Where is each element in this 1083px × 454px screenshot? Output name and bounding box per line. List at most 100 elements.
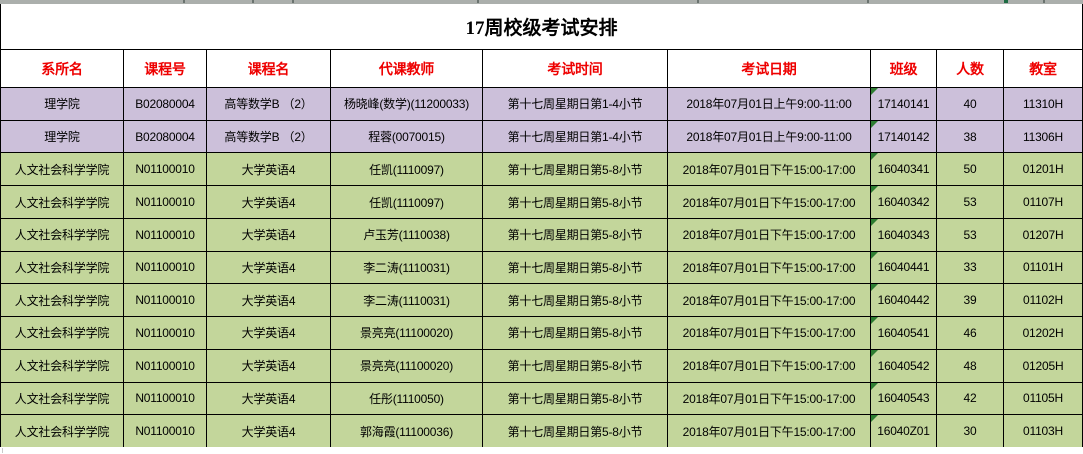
cell-teacher[interactable]: 卢玉芳(1110038) bbox=[331, 218, 483, 251]
cell-course_no[interactable]: N01100010 bbox=[124, 382, 207, 415]
cell-count[interactable]: 42 bbox=[937, 382, 1004, 415]
cell-room[interactable]: 01101H bbox=[1004, 251, 1082, 284]
column-header-teacher[interactable]: 代课教师 bbox=[331, 50, 483, 87]
cell-room[interactable]: 01201H bbox=[1004, 153, 1082, 186]
cell-exam_time[interactable]: 第十七周星期日第1-4小节 bbox=[483, 88, 668, 120]
cell-exam_date[interactable]: 2018年07月01日下午15:00-17:00 bbox=[668, 317, 871, 349]
column-header-course_name[interactable]: 课程名 bbox=[207, 50, 331, 87]
cell-exam_date[interactable]: 2018年07月01日下午15:00-17:00 bbox=[668, 218, 871, 251]
cell-exam_date[interactable]: 2018年07月01日下午15:00-17:00 bbox=[668, 349, 871, 382]
cell-class_id[interactable]: 16040341 bbox=[871, 153, 937, 186]
column-header-dept[interactable]: 系所名 bbox=[1, 50, 124, 87]
cell-dept[interactable]: 人文社会科学学院 bbox=[1, 415, 124, 447]
cell-course_name[interactable]: 大学英语4 bbox=[207, 218, 331, 251]
cell-dept[interactable]: 人文社会科学学院 bbox=[1, 218, 124, 251]
column-header-class_id[interactable]: 班级 bbox=[871, 50, 937, 87]
cell-count[interactable]: 40 bbox=[937, 88, 1004, 120]
cell-count[interactable]: 30 bbox=[937, 415, 1004, 447]
cell-class_id[interactable]: 16040542 bbox=[871, 349, 937, 382]
cell-count[interactable]: 50 bbox=[937, 153, 1004, 186]
cell-exam_time[interactable]: 第十七周星期日第5-8小节 bbox=[483, 284, 668, 317]
column-header-count[interactable]: 人数 bbox=[937, 50, 1004, 87]
cell-room[interactable]: 11306H bbox=[1004, 120, 1082, 153]
cell-course_no[interactable]: N01100010 bbox=[124, 153, 207, 186]
cell-teacher[interactable]: 任凯(1110097) bbox=[331, 186, 483, 218]
cell-course_no[interactable]: N01100010 bbox=[124, 415, 207, 447]
cell-exam_date[interactable]: 2018年07月01日上午9:00-11:00 bbox=[668, 88, 871, 120]
cell-exam_date[interactable]: 2018年07月01日下午15:00-17:00 bbox=[668, 415, 871, 447]
cell-exam_time[interactable]: 第十七周星期日第5-8小节 bbox=[483, 153, 668, 186]
column-header-course_no[interactable]: 课程号 bbox=[124, 50, 207, 87]
cell-exam_time[interactable]: 第十七周星期日第5-8小节 bbox=[483, 251, 668, 284]
cell-count[interactable]: 53 bbox=[937, 218, 1004, 251]
cell-course_name[interactable]: 大学英语4 bbox=[207, 251, 331, 284]
cell-exam_date[interactable]: 2018年07月01日下午15:00-17:00 bbox=[668, 186, 871, 218]
column-header-exam_time[interactable]: 考试时间 bbox=[483, 50, 668, 87]
cell-class_id[interactable]: 16040Z01 bbox=[871, 415, 937, 447]
cell-course_no[interactable]: N01100010 bbox=[124, 317, 207, 349]
cell-dept[interactable]: 理学院 bbox=[1, 88, 124, 120]
cell-room[interactable]: 01207H bbox=[1004, 218, 1082, 251]
cell-class_id[interactable]: 16040543 bbox=[871, 382, 937, 415]
cell-teacher[interactable]: 程蓉(0070015) bbox=[331, 120, 483, 153]
cell-count[interactable]: 39 bbox=[937, 284, 1004, 317]
cell-teacher[interactable]: 景亮亮(11100020) bbox=[331, 349, 483, 382]
cell-exam_date[interactable]: 2018年07月01日下午15:00-17:00 bbox=[668, 251, 871, 284]
table-title-cell[interactable]: 17周校级考试安排 bbox=[1, 4, 1082, 49]
cell-teacher[interactable]: 任凯(1110097) bbox=[331, 153, 483, 186]
cell-course_no[interactable]: N01100010 bbox=[124, 186, 207, 218]
cell-class_id[interactable]: 17140141 bbox=[871, 88, 937, 120]
cell-class_id[interactable]: 16040343 bbox=[871, 218, 937, 251]
cell-count[interactable]: 48 bbox=[937, 349, 1004, 382]
column-header-room[interactable]: 教室 bbox=[1029, 60, 1057, 77]
cell-exam_time[interactable]: 第十七周星期日第5-8小节 bbox=[483, 415, 668, 447]
cell-class_id[interactable]: 17140142 bbox=[871, 120, 937, 153]
cell-exam_time[interactable]: 第十七周星期日第5-8小节 bbox=[483, 382, 668, 415]
cell-course_name[interactable]: 大学英语4 bbox=[207, 153, 331, 186]
cell-course_name[interactable]: 大学英语4 bbox=[207, 382, 331, 415]
cell-dept[interactable]: 人文社会科学学院 bbox=[1, 153, 124, 186]
cell-exam_date[interactable]: 2018年07月01日下午15:00-17:00 bbox=[668, 284, 871, 317]
cell-course_name[interactable]: 大学英语4 bbox=[207, 317, 331, 349]
cell-dept[interactable]: 人文社会科学学院 bbox=[1, 251, 124, 284]
cell-count[interactable]: 46 bbox=[937, 317, 1004, 349]
cell-dept[interactable]: 人文社会科学学院 bbox=[1, 317, 124, 349]
cell-teacher[interactable]: 郭海霞(11100036) bbox=[331, 415, 483, 447]
cell-dept[interactable]: 人文社会科学学院 bbox=[1, 284, 124, 317]
cell-exam_time[interactable]: 第十七周星期日第5-8小节 bbox=[483, 349, 668, 382]
cell-class_id[interactable]: 16040342 bbox=[871, 186, 937, 218]
cell-teacher[interactable]: 李二涛(1110031) bbox=[331, 251, 483, 284]
cell-course_name[interactable]: 大学英语4 bbox=[207, 349, 331, 382]
cell-course_no[interactable]: N01100010 bbox=[124, 218, 207, 251]
cell-exam_time[interactable]: 第十七周星期日第1-4小节 bbox=[483, 120, 668, 153]
cell-count[interactable]: 33 bbox=[937, 251, 1004, 284]
cell-dept[interactable]: 人文社会科学学院 bbox=[1, 186, 124, 218]
cell-room[interactable]: 01103H bbox=[1004, 415, 1082, 447]
cell-exam_date[interactable]: 2018年07月01日上午9:00-11:00 bbox=[668, 120, 871, 153]
cell-class_id[interactable]: 16040441 bbox=[871, 251, 937, 284]
cell-exam_time[interactable]: 第十七周星期日第5-8小节 bbox=[483, 218, 668, 251]
cell-course_no[interactable]: N01100010 bbox=[124, 349, 207, 382]
cell-course_name[interactable]: 大学英语4 bbox=[207, 284, 331, 317]
cell-course_no[interactable]: N01100010 bbox=[124, 284, 207, 317]
cell-room[interactable]: 01107H bbox=[1004, 186, 1082, 218]
cell-exam_time[interactable]: 第十七周星期日第5-8小节 bbox=[483, 186, 668, 218]
cell-dept[interactable]: 人文社会科学学院 bbox=[1, 349, 124, 382]
cell-class_id[interactable]: 16040442 bbox=[871, 284, 937, 317]
cell-room[interactable]: 01105H bbox=[1004, 382, 1082, 415]
cell-course_no[interactable]: B02080004 bbox=[124, 120, 207, 153]
cell-teacher[interactable]: 景亮亮(11100020) bbox=[331, 317, 483, 349]
cell-room[interactable]: 01102H bbox=[1004, 284, 1082, 317]
cell-course_name[interactable]: 大学英语4 bbox=[207, 186, 331, 218]
cell-class_id[interactable]: 16040541 bbox=[871, 317, 937, 349]
column-header-exam_date[interactable]: 考试日期 bbox=[668, 50, 871, 87]
cell-course_name[interactable]: 高等数学B （2） bbox=[207, 88, 331, 120]
cell-teacher[interactable]: 李二涛(1110031) bbox=[331, 284, 483, 317]
cell-dept[interactable]: 人文社会科学学院 bbox=[1, 382, 124, 415]
cell-course_name[interactable]: 高等数学B （2） bbox=[207, 120, 331, 153]
cell-exam_date[interactable]: 2018年07月01日下午15:00-17:00 bbox=[668, 153, 871, 186]
cell-dept[interactable]: 理学院 bbox=[1, 120, 124, 153]
cell-exam_date[interactable]: 2018年07月01日下午15:00-17:00 bbox=[668, 382, 871, 415]
cell-room[interactable]: 01202H bbox=[1004, 317, 1082, 349]
cell-course_no[interactable]: B02080004 bbox=[124, 88, 207, 120]
